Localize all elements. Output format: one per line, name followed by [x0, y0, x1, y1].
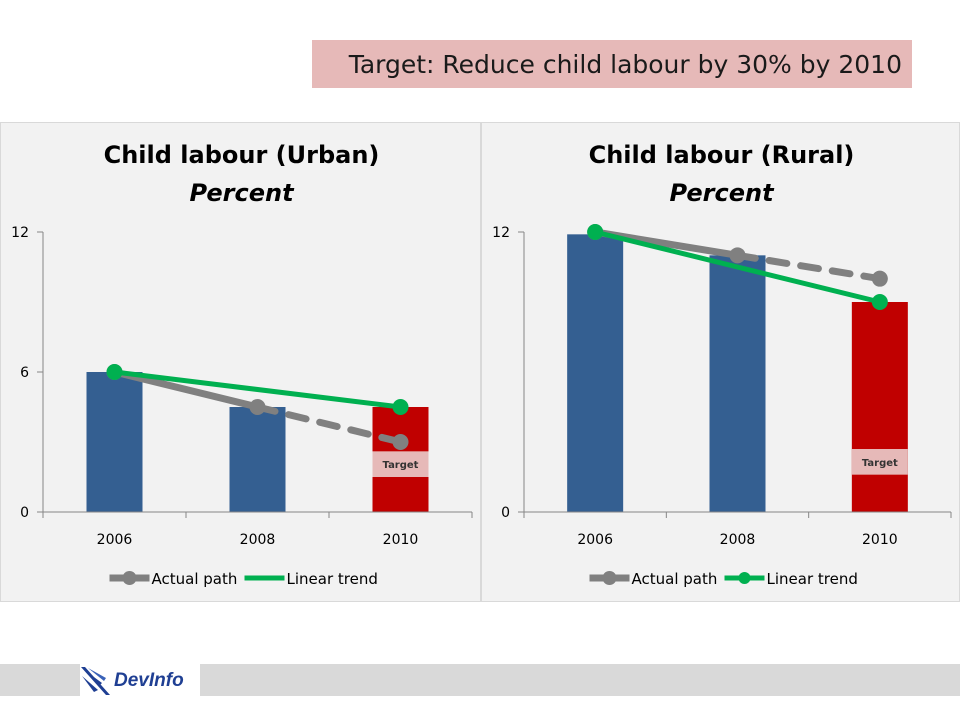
- devinfo-logo-text: DevInfo: [114, 670, 184, 691]
- x-tick-label: 2010: [383, 532, 419, 548]
- target-band: [372, 451, 429, 477]
- legend-trend-marker: [738, 572, 751, 584]
- bar: [709, 255, 766, 513]
- legend-actual-marker: [122, 571, 137, 585]
- chart-panel-rural: Child labour (Rural) Percent Target 0 12 2006…: [481, 122, 960, 602]
- actual-path-line: [111, 368, 261, 411]
- y-tick-label: 0: [20, 505, 29, 521]
- y-tick-label: 6: [20, 365, 29, 381]
- target-label: Target: [862, 458, 898, 469]
- linear-trend-point: [587, 224, 604, 240]
- legend-trend-label: Linear trend: [287, 570, 378, 588]
- target-band: [851, 449, 908, 475]
- target-banner: Target: Reduce child labour by 30% by 20…: [312, 40, 912, 88]
- legend-actual-label: Actual path: [152, 570, 238, 588]
- linear-trend-line: [114, 369, 401, 410]
- x-tick-label: 2006: [577, 532, 613, 548]
- legend-actual-label: Actual path: [632, 570, 718, 588]
- actual-path-line: [254, 403, 404, 446]
- chart-panel-urban: Child labour (Urban) Percent Target 0 6 12 200…: [0, 122, 481, 602]
- x-tick-label: 2010: [862, 532, 898, 548]
- legend-actual-marker: [602, 571, 617, 585]
- bar: [229, 407, 286, 512]
- chart-urban: Child labour (Urban) Percent Target 0 6 12 200…: [11, 141, 473, 588]
- legend-trend-label: Linear trend: [767, 570, 858, 588]
- y-tick-label: 0: [501, 505, 510, 521]
- y-tick-label: 12: [11, 225, 29, 241]
- chart-title: Child labour (Urban): [104, 141, 380, 169]
- bar: [567, 234, 624, 512]
- devinfo-logo-icon: [81, 667, 110, 695]
- actual-path-point: [249, 399, 266, 415]
- chart-title: Child labour (Rural): [589, 141, 855, 169]
- actual-path-point: [871, 270, 888, 287]
- x-tick-label: 2008: [720, 532, 756, 548]
- target-label: Target: [383, 460, 419, 471]
- y-tick-label: 12: [492, 225, 510, 241]
- devinfo-logo: DevInfo: [80, 664, 200, 698]
- chart-rural: Child labour (Rural) Percent Target 0 12 2006…: [492, 141, 952, 588]
- actual-path-line: [734, 251, 884, 283]
- actual-path-point: [729, 247, 746, 264]
- linear-trend-point: [106, 364, 123, 380]
- target-bar: [851, 302, 908, 512]
- linear-trend-line: [594, 229, 881, 305]
- bar: [86, 372, 143, 512]
- chart-subtitle: Percent: [669, 179, 775, 207]
- linear-trend-point: [871, 294, 888, 310]
- target-banner-text: Target: Reduce child labour by 30% by 20…: [348, 49, 902, 79]
- linear-trend-point: [392, 399, 409, 415]
- x-tick-label: 2008: [240, 532, 276, 548]
- x-tick-label: 2006: [97, 532, 133, 548]
- actual-path-point: [392, 434, 409, 450]
- chart-subtitle: Percent: [189, 179, 295, 207]
